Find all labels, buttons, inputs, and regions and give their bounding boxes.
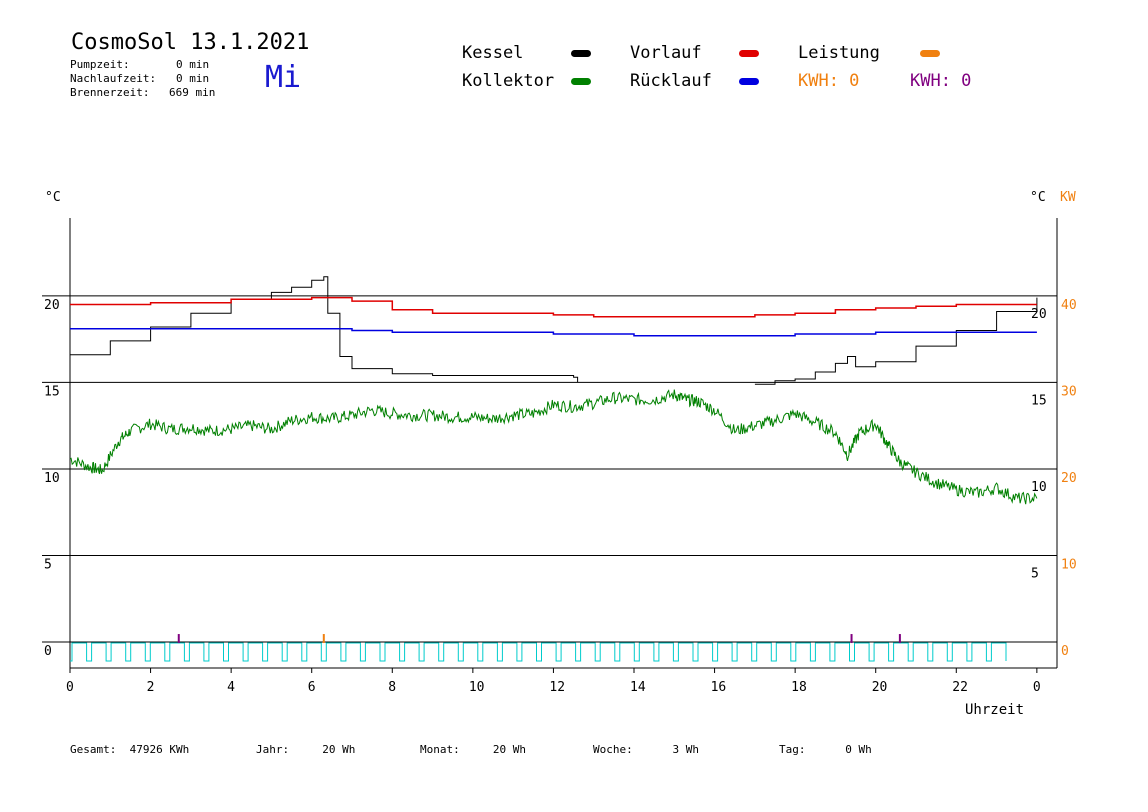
legend-leistung: Leistung (798, 43, 880, 63)
info-nachlaufzeit: Nachlaufzeit: (70, 72, 157, 85)
info-pumpzeit-value: 0 min (176, 58, 210, 71)
y-left-tick-label: 5 (44, 558, 52, 573)
legend-vorlauf-swatch (739, 50, 759, 57)
x-tick-label: 2 (147, 680, 155, 695)
info-pumpzeit: Pumpzeit: (70, 58, 130, 71)
y-right-unit-temp: °C (1030, 190, 1046, 205)
y-left-tick-label: 20 (44, 298, 60, 313)
x-tick-label: 0 (1033, 680, 1041, 695)
legend-kollektor: Kollektor (462, 71, 555, 91)
y-left-tick-label: 10 (44, 471, 60, 486)
legend-kwh-purple: KWH: 0 (910, 71, 972, 91)
x-tick-label: 12 (549, 680, 565, 695)
y-right-kw-tick-label: 10 (1061, 558, 1077, 573)
chart-title: CosmoSol 13.1.2021 (71, 30, 310, 55)
x-tick-label: 20 (872, 680, 888, 695)
y-left-unit: °C (45, 190, 61, 205)
series-kollektor (69, 389, 1038, 505)
info-brennerzeit: Brennerzeit: (70, 86, 150, 99)
x-axis-label: Uhrzeit (965, 702, 1024, 718)
series-ruecklauf (70, 328, 1037, 337)
y-right-temp-tick-label: 20 (1031, 307, 1047, 322)
footer-jahr: Jahr: 20 Wh (256, 743, 356, 756)
series-pump (70, 642, 1007, 662)
y-right-temp-tick-label: 10 (1031, 480, 1047, 495)
x-tick-label: 4 (227, 680, 235, 695)
legend-kessel-swatch (571, 50, 591, 57)
x-tick-label: 16 (711, 680, 727, 695)
info-nachlaufzeit-value: 0 min (176, 72, 210, 85)
legend-ruecklauf: Rücklauf (630, 71, 712, 91)
x-tick-label: 22 (952, 680, 968, 695)
x-tick-label: 18 (791, 680, 807, 695)
legend-kessel: Kessel (462, 43, 524, 63)
legend-vorlauf: Vorlauf (630, 43, 702, 63)
info-brennerzeit-value: 669 min (169, 86, 216, 99)
x-tick-label: 0 (66, 680, 74, 695)
series-vorlauf (70, 296, 1037, 318)
legend-kwh-orange: KWH: 0 (798, 71, 860, 91)
x-tick-label: 6 (308, 680, 316, 695)
series-kessel (754, 297, 1038, 385)
footer-woche: Woche: 3 Wh (593, 743, 699, 756)
y-left-tick-label: 15 (44, 384, 60, 399)
legend-ruecklauf-swatch (739, 78, 759, 85)
y-right-unit-kw: KW (1060, 190, 1076, 205)
x-tick-label: 14 (630, 680, 646, 695)
series-kessel (70, 276, 579, 383)
footer-tag: Tag: 0 Wh (779, 743, 872, 756)
y-right-kw-tick-label: 20 (1061, 471, 1077, 486)
y-right-temp-tick-label: 15 (1031, 393, 1047, 408)
x-tick-label: 8 (388, 680, 396, 695)
footer-gesamt: Gesamt: 47926 KWh (70, 743, 190, 756)
weekday-label: Mi (265, 60, 302, 95)
x-tick-label: 10 (469, 680, 485, 695)
legend-kollektor-swatch (571, 78, 591, 85)
y-right-kw-tick-label: 40 (1061, 298, 1077, 313)
legend-leistung-swatch (920, 50, 940, 57)
footer-monat: Monat: 20 Wh (420, 743, 526, 756)
y-right-kw-tick-label: 0 (1061, 644, 1069, 659)
y-right-kw-tick-label: 30 (1061, 384, 1077, 399)
y-left-tick-label: 0 (44, 644, 52, 659)
y-right-temp-tick-label: 5 (1031, 567, 1039, 582)
